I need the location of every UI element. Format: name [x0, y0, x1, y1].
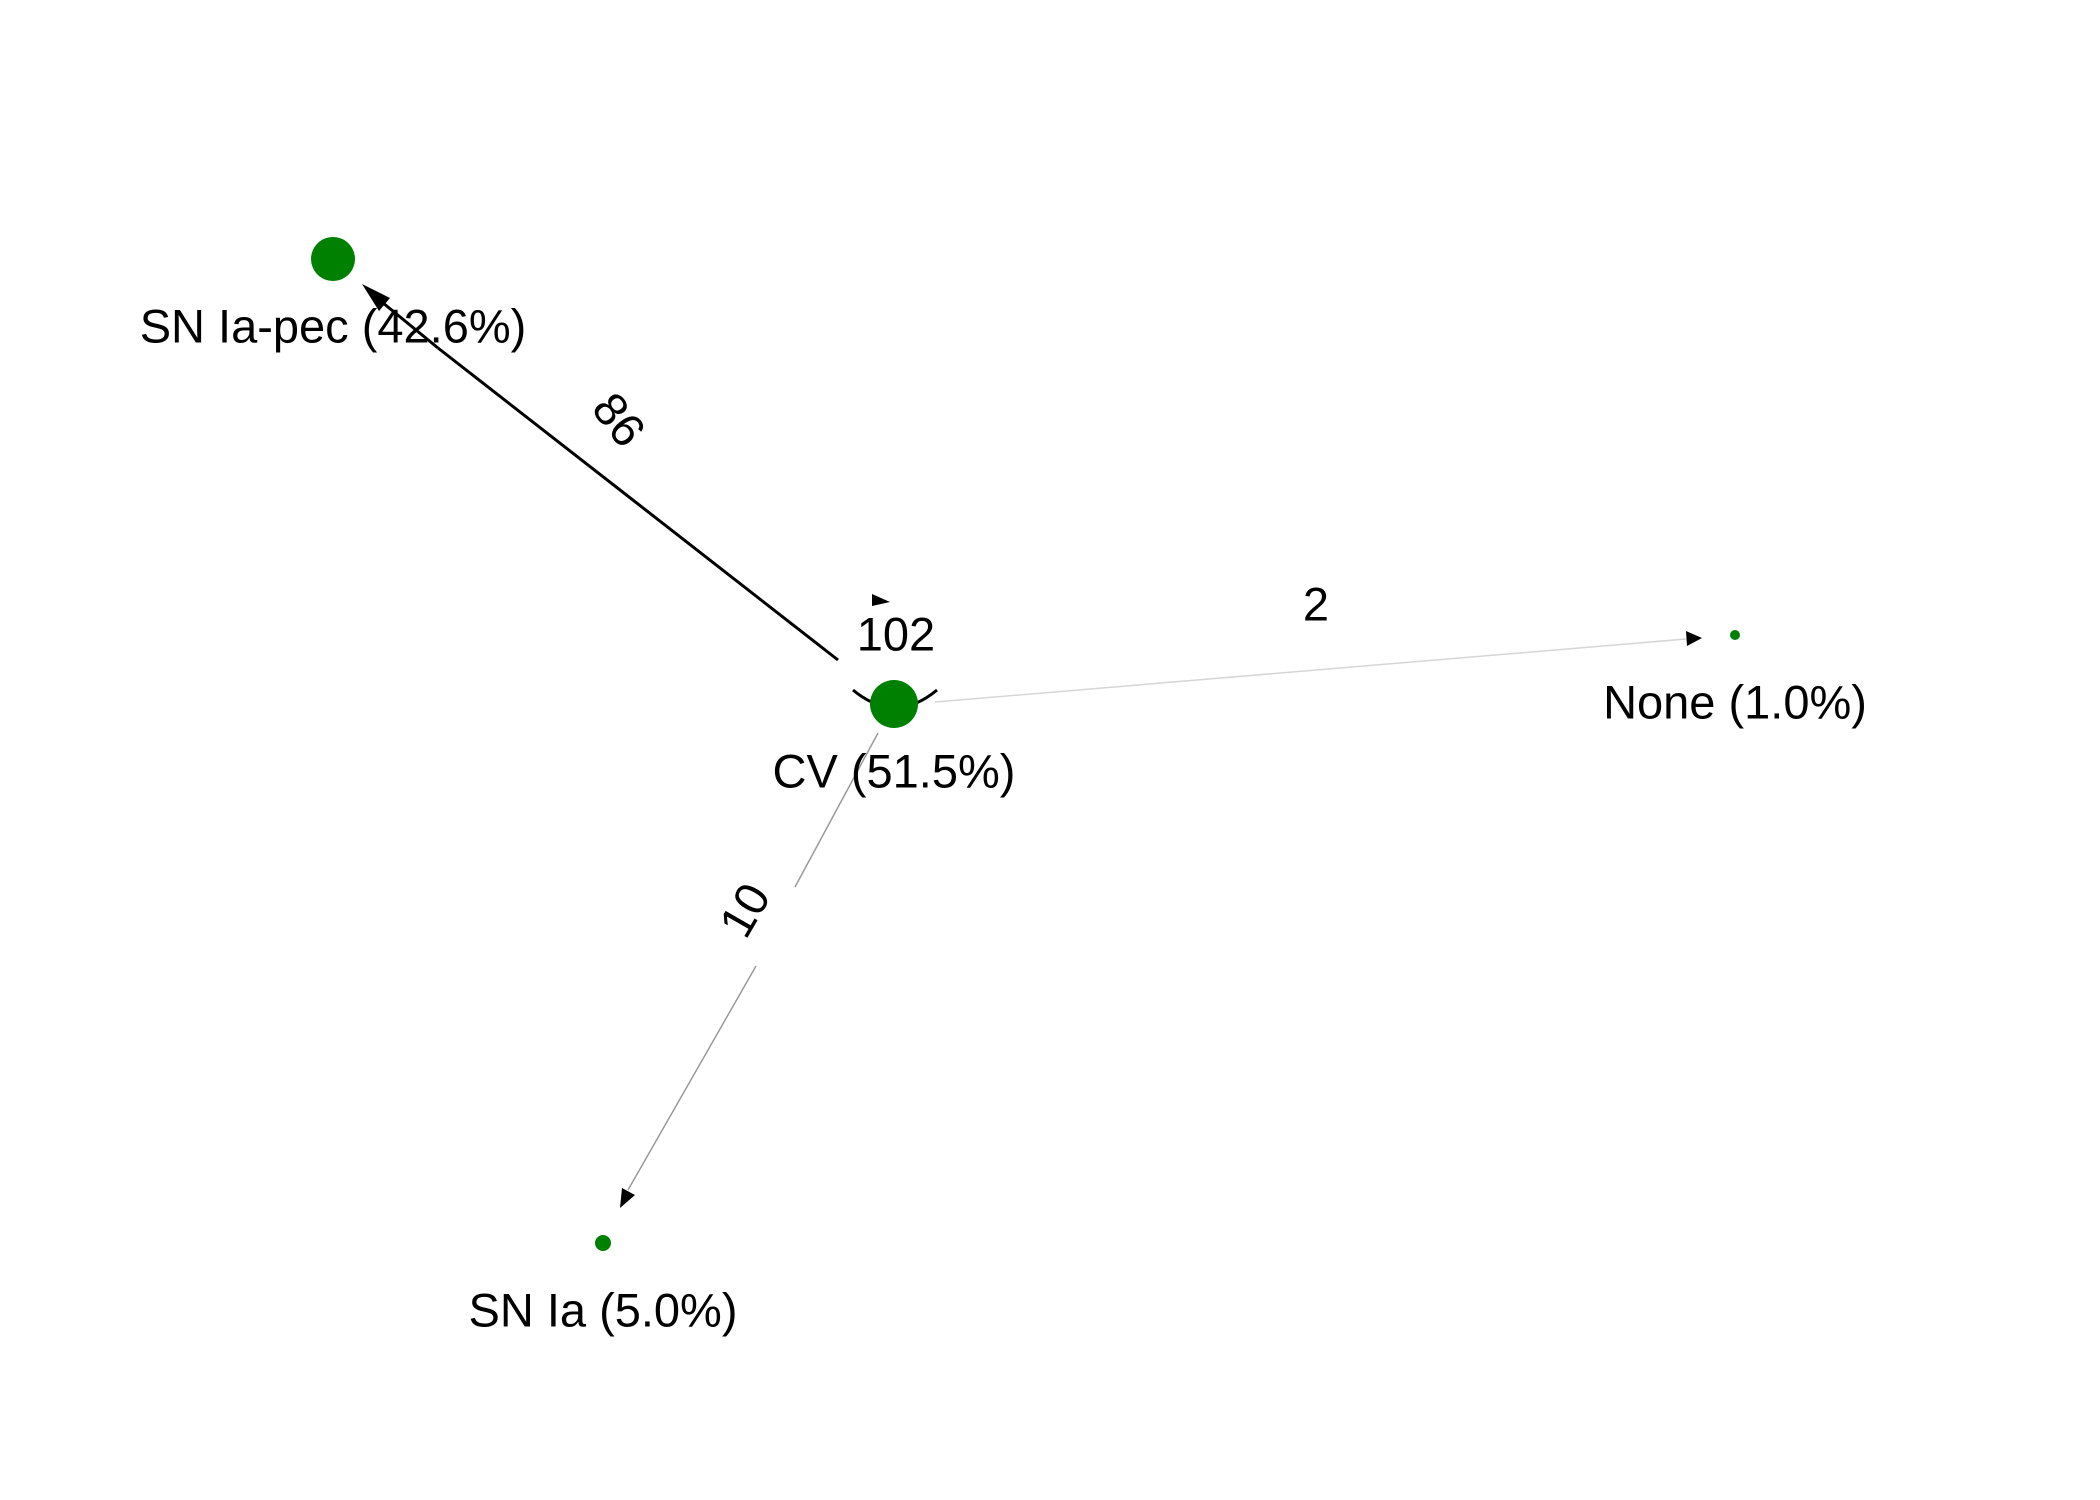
node-label-sn-ia: SN Ia (5.0%): [468, 1283, 737, 1336]
edge-line-cv-sn-ia-upper: [794, 732, 879, 888]
edge-label-cv-self-loop: 102: [857, 607, 935, 660]
edge-line-cv-none: [934, 638, 1687, 703]
node-label-sn-ia-pec: SN Ia-pec (42.6%): [140, 299, 527, 352]
edge-label-cv-sn-ia: 10: [708, 874, 780, 946]
node-label-cv: CV (51.5%): [773, 744, 1016, 797]
edge-label-cv-sn-ia-pec: 86: [582, 383, 656, 457]
edge-cv-sn-ia: 10: [620, 732, 879, 1208]
node-marker-sn-ia[interactable]: [595, 1235, 611, 1251]
node-none[interactable]: None (1.0%): [1603, 630, 1867, 728]
arrowhead-sn-ia: [620, 1188, 635, 1208]
node-marker-sn-ia-pec[interactable]: [311, 237, 355, 281]
node-marker-cv[interactable]: [870, 680, 918, 728]
self-loop-arrowhead: [872, 594, 890, 606]
node-sn-ia-pec[interactable]: SN Ia-pec (42.6%): [140, 237, 527, 352]
arrowhead-none: [1686, 631, 1702, 646]
node-sn-ia[interactable]: SN Ia (5.0%): [468, 1235, 738, 1336]
edge-label-cv-none: 2: [1303, 577, 1329, 630]
edge-line-cv-sn-ia-pec: [437, 346, 839, 662]
edge-line-cv-sn-ia-lower: [627, 965, 757, 1191]
edge-cv-none: 2: [934, 577, 1702, 703]
node-cv[interactable]: CV (51.5%): [773, 680, 1016, 797]
node-marker-none[interactable]: [1730, 630, 1740, 640]
node-label-none: None (1.0%): [1603, 675, 1867, 728]
edge-cv-self-loop: 102: [852, 594, 938, 709]
